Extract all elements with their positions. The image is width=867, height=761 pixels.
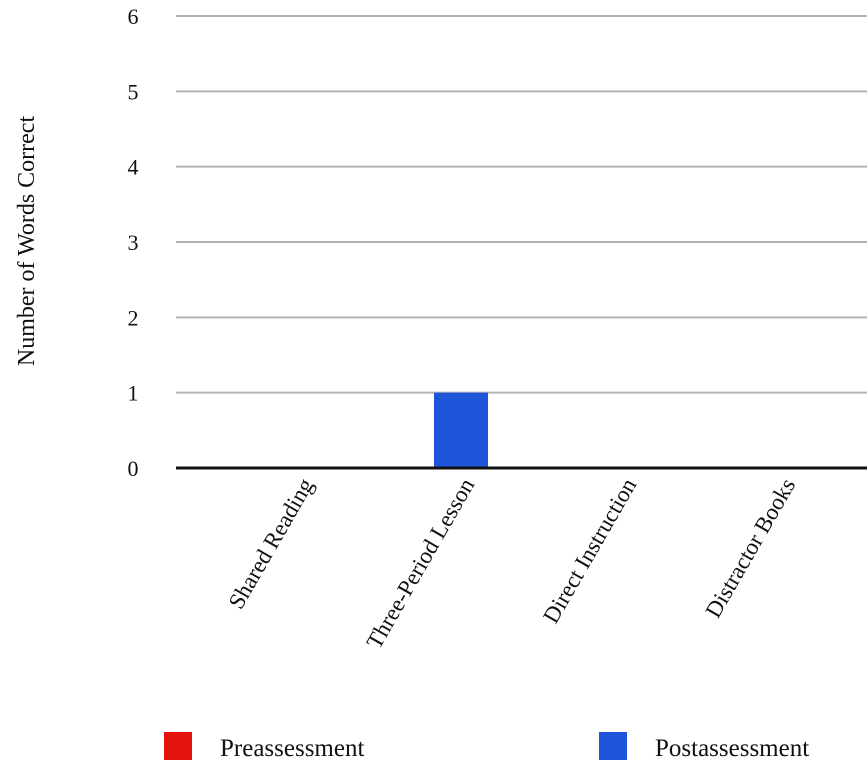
y-tick-label-6: 6 bbox=[128, 4, 139, 29]
category-label-1: Three-Period Lesson bbox=[362, 474, 480, 653]
y-tick-label-3: 3 bbox=[128, 230, 139, 255]
category-labels: Shared Reading Three-Period Lesson Direct … bbox=[224, 474, 801, 653]
legend-swatch-preassessment bbox=[164, 732, 192, 760]
category-label-2: Direct Instruction bbox=[538, 474, 641, 628]
y-tick-label-1: 1 bbox=[128, 381, 139, 406]
y-axis-title: Number of Words Correct bbox=[14, 116, 40, 367]
legend-label-postassessment: Postassessment bbox=[655, 735, 809, 761]
legend-label-preassessment: Preassessment bbox=[220, 735, 364, 761]
bar-postassessment-1 bbox=[434, 392, 488, 468]
legend: Preassessment Postassessment bbox=[164, 732, 809, 761]
category-label-3: Distractor Books bbox=[700, 474, 800, 622]
y-tick-label-2: 2 bbox=[128, 305, 139, 330]
y-tick-labels: 0 1 2 3 4 5 6 bbox=[128, 4, 139, 481]
category-label-0: Shared Reading bbox=[224, 474, 319, 614]
y-tick-label-4: 4 bbox=[128, 155, 139, 180]
gridlines bbox=[176, 15, 867, 394]
bars bbox=[434, 392, 488, 468]
legend-swatch-postassessment bbox=[599, 732, 627, 760]
y-tick-label-0: 0 bbox=[128, 456, 139, 481]
y-tick-label-5: 5 bbox=[128, 79, 139, 104]
